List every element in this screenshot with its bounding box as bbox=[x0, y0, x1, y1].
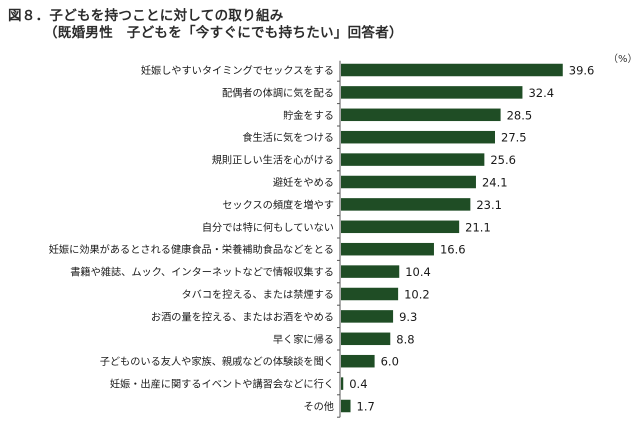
category-label: 配偶者の体調に気を配る bbox=[222, 86, 334, 99]
category-label: 妊娠に効果があるとされる健康食品・栄養補助食品などをとる bbox=[49, 243, 334, 256]
bar bbox=[341, 153, 485, 166]
unit-label: （%） bbox=[608, 54, 638, 65]
bar bbox=[341, 175, 476, 189]
value-label: 1.7 bbox=[357, 400, 375, 414]
bar bbox=[341, 265, 400, 278]
value-label: 24.1 bbox=[482, 176, 508, 190]
category-label: お酒の量を控える、またはお酒をやめる bbox=[151, 310, 334, 323]
value-label: 28.5 bbox=[507, 108, 533, 122]
bar bbox=[341, 332, 391, 346]
bar bbox=[341, 130, 495, 144]
category-label: 書籍や雑誌、ムック、インターネットなどで情報収集する bbox=[70, 266, 334, 279]
value-label: 10.4 bbox=[405, 265, 431, 279]
value-label: 8.8 bbox=[396, 332, 414, 346]
category-label: 子どものいる友人や家族、親戚などの体験談を聞く bbox=[100, 355, 334, 368]
value-label: 0.4 bbox=[349, 377, 367, 391]
value-label: 21.1 bbox=[465, 220, 491, 234]
category-label: 貯金をする bbox=[283, 109, 334, 122]
bar bbox=[341, 198, 471, 211]
value-label: 32.4 bbox=[528, 86, 554, 100]
category-label: 自分では特に何もしていない bbox=[202, 221, 334, 234]
value-label: 9.3 bbox=[399, 310, 417, 324]
bar bbox=[341, 86, 523, 99]
category-label: 規則正しい生活を心がける bbox=[212, 154, 334, 167]
bar bbox=[341, 354, 375, 368]
bar bbox=[341, 399, 351, 413]
category-label: その他 bbox=[303, 400, 334, 413]
category-label: 妊娠・出産に関するイベントや講習会などに行く bbox=[110, 378, 334, 391]
value-label: 39.6 bbox=[569, 64, 595, 78]
value-label: 23.1 bbox=[476, 198, 502, 212]
category-label: タバコを控える、または禁煙する bbox=[181, 288, 334, 301]
bar bbox=[341, 63, 563, 77]
category-label: セックスの頻度を増やす bbox=[222, 198, 334, 211]
category-label: 避妊をやめる bbox=[273, 176, 334, 189]
value-label: 25.6 bbox=[490, 153, 516, 167]
value-label: 10.2 bbox=[404, 288, 430, 302]
value-label: 27.5 bbox=[501, 131, 527, 145]
chart-title: 図８．子どもを持つことに対しての取り組み bbox=[8, 8, 284, 24]
value-label: 6.0 bbox=[381, 355, 399, 369]
chart-subtitle: （既婚男性 子どもを「今すぐにでも持ちたい」回答者） bbox=[44, 25, 403, 41]
bar bbox=[341, 310, 394, 323]
category-label: 妊娠しやすいタイミングでセックスをする bbox=[141, 64, 334, 77]
category-label: 食生活に気をつける bbox=[242, 131, 334, 144]
bar bbox=[341, 108, 501, 122]
bar bbox=[341, 220, 460, 234]
category-label: 早く家に帰る bbox=[273, 333, 334, 346]
bar bbox=[341, 377, 344, 390]
bar bbox=[341, 287, 399, 301]
bar bbox=[341, 242, 434, 256]
value-label: 16.6 bbox=[440, 243, 466, 257]
